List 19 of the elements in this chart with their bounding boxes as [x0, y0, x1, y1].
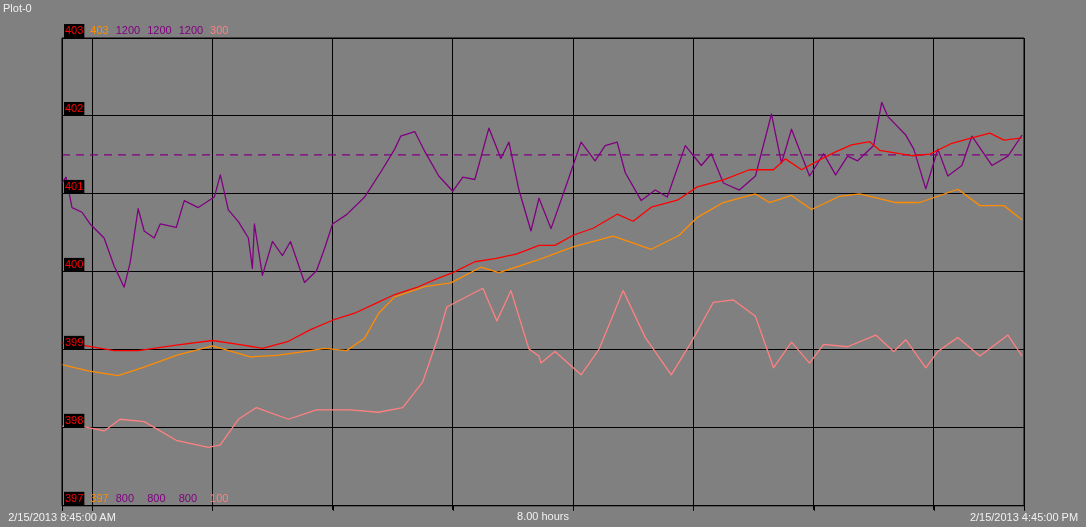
y2-tick-label: 800 [115, 491, 135, 504]
y2-tick-label: 1200 [115, 24, 141, 37]
y-tick-label: 401 [65, 179, 84, 192]
chart-title: Plot-0 [3, 2, 32, 15]
x-tick-label: 2/15/2013 8:45:00 AM [8, 511, 116, 524]
annotation: 800 [178, 491, 198, 504]
text: 403 [90, 24, 109, 37]
x-tick-label: 2/15/2013 4:45:00 PM [969, 511, 1079, 524]
y-tick-label: 402 [65, 102, 84, 114]
y-tick-label: 397 [65, 491, 84, 504]
y3-tick-label: 300 [210, 24, 229, 37]
x-axis-title: 8.00 hours [517, 509, 570, 522]
annotation: 800 [147, 491, 166, 504]
y-tick-label: 400 [65, 257, 84, 270]
text: 1200 [147, 24, 172, 37]
y-tick-label: 403 [65, 24, 84, 37]
y-tick-label: 398 [65, 413, 84, 426]
text: 1200 [178, 24, 204, 37]
y-tick-label: 399 [65, 335, 84, 348]
